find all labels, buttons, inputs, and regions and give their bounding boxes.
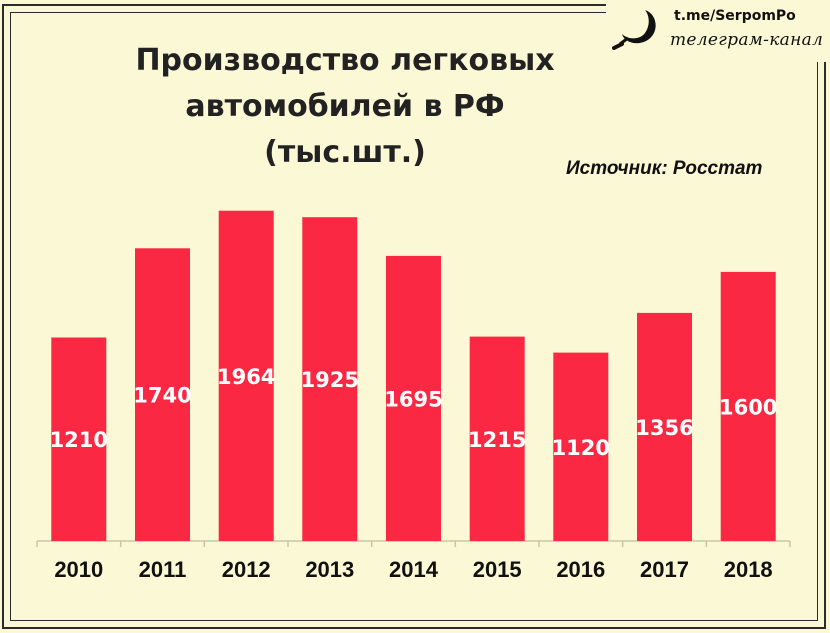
x-tick-label: 2017 [640, 557, 689, 582]
x-tick-label: 2018 [724, 557, 773, 582]
bar-2013 [302, 217, 358, 541]
logo-area [606, 0, 830, 62]
x-tick-label: 2011 [139, 557, 187, 582]
chart-title: Производство легковых автомобилей в РФ (… [110, 38, 580, 176]
bar-value-label: 1356 [635, 416, 693, 440]
bar-2011 [135, 248, 190, 542]
x-tick-label: 2014 [389, 557, 439, 582]
channel-subtitle: телеграм-канал [670, 30, 824, 50]
x-tick-label: 2010 [54, 557, 103, 582]
channel-handle[interactable]: t.me/SerpomPo [674, 8, 796, 24]
x-tick-label: 2016 [556, 557, 605, 582]
bar-2012 [218, 210, 274, 541]
bar-value-label: 1600 [719, 395, 777, 419]
outer-frame [2, 4, 826, 629]
bar-2017 [637, 312, 692, 541]
x-tick-label: 2013 [305, 557, 354, 582]
bar-value-label: 1210 [50, 428, 108, 452]
inner-frame [10, 12, 818, 621]
bar-value-label: 1215 [468, 428, 526, 452]
bar-value-label: 1120 [552, 436, 610, 460]
bar-value-label: 1740 [133, 384, 191, 408]
x-tick-label: 2015 [473, 557, 522, 582]
bar-value-label: 1925 [301, 368, 359, 392]
bar-2014 [386, 255, 441, 541]
chart-title-line-1: Производство легковых [135, 43, 555, 78]
x-tick-label: 2012 [222, 557, 271, 582]
sickle-icon [612, 10, 656, 50]
bar-2015 [469, 336, 525, 541]
bar-2018 [720, 271, 776, 541]
bar-2016 [553, 352, 609, 541]
bar-value-label: 1695 [384, 388, 442, 412]
source-note: Источник: Росстат [566, 158, 763, 179]
chart-title-line-2: автомобилей в РФ (тыс.шт.) [185, 89, 505, 170]
bar-2010 [51, 337, 107, 541]
bar-value-label: 1964 [217, 365, 275, 389]
